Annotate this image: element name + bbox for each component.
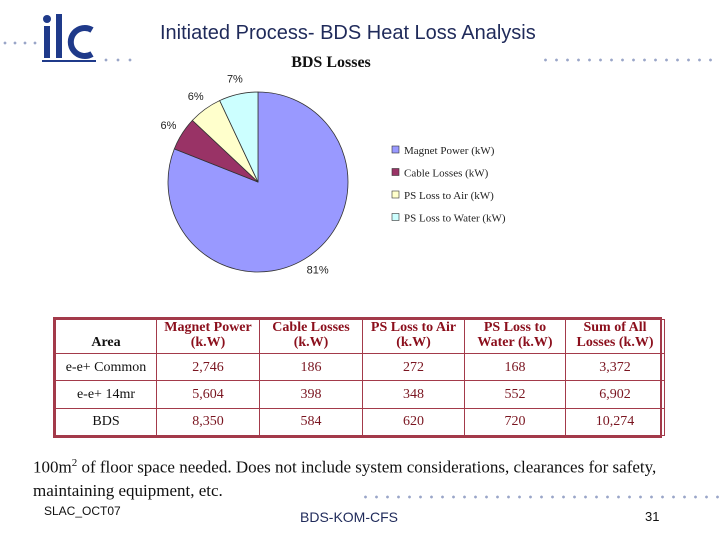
table-cell: 5,604 — [156, 380, 260, 409]
table-cell: 398 — [259, 380, 363, 409]
table-header-cable: Cable Losses (k.W) — [259, 319, 363, 354]
legend-label-water: PS Loss to Water (kW) — [404, 213, 506, 225]
legend-swatch-cable — [391, 168, 400, 176]
floor-space-note: 100m2 of floor space needed. Does not in… — [33, 452, 693, 502]
table-cell: 8,350 — [156, 407, 260, 437]
pie-slice-water — [219, 91, 259, 183]
note-text: of floor space needed. Does not include … — [33, 457, 657, 500]
table-cell: 552 — [464, 380, 566, 409]
table-cell: 348 — [362, 380, 465, 409]
table-header-row: Area Magnet Power (k.W) Cable Losses (k.… — [55, 319, 665, 354]
decorative-dots-bottom — [360, 495, 720, 499]
table-header-air: PS Loss to Air (k.W) — [362, 319, 465, 354]
table-row: e-e+ 14mr 5,604 398 348 552 6,902 — [55, 380, 665, 409]
table-cell: 620 — [362, 407, 465, 437]
legend-swatch-magnet — [391, 145, 400, 154]
table-cell: 168 — [464, 352, 566, 382]
decorative-dots-left — [0, 41, 40, 45]
table-cell: 3,372 — [565, 352, 665, 382]
pie-label-water: 7% — [227, 74, 243, 86]
table-cell: BDS — [55, 407, 157, 437]
table-cell: 186 — [259, 352, 363, 382]
table-cell: 6,902 — [565, 380, 665, 409]
ilc-logo — [42, 14, 96, 62]
table-cell: 720 — [464, 407, 566, 437]
table-row: e-e+ Common 2,746 186 272 168 3,372 — [55, 352, 665, 382]
page-number: 31 — [645, 509, 660, 524]
table-cell: 584 — [259, 407, 363, 437]
table-cell: e-e+ Common — [55, 352, 157, 382]
table-header-sum: Sum of All Losses (k.W) — [565, 319, 665, 354]
chart-title: BDS Losses — [291, 54, 371, 71]
losses-table-container: Area Magnet Power (k.W) Cable Losses (k.… — [53, 317, 665, 438]
pie-label-magnet: 81% — [307, 265, 329, 277]
decorative-dots-mid — [100, 58, 140, 62]
pie-chart: BDS Losses 81% 6% 6% 7% Magnet Power (kW) Ca… — [161, 54, 506, 277]
table-header-water: PS Loss to Water (k.W) — [464, 319, 566, 354]
pie-label-air: 6% — [188, 91, 204, 103]
legend-swatch-air — [391, 190, 400, 199]
table-header-area: Area — [55, 319, 157, 354]
losses-table: Area Magnet Power (k.W) Cable Losses (k.… — [55, 319, 665, 437]
table-row: BDS 8,350 584 620 720 10,274 — [55, 407, 665, 437]
table-cell: 2,746 — [156, 352, 260, 382]
slide-title: Initiated Process- BDS Heat Loss Analysi… — [160, 22, 536, 44]
note-superscript: 2 — [71, 457, 78, 469]
pie-label-cable: 6% — [161, 120, 177, 132]
note-prefix: 100m — [33, 457, 72, 477]
table-cell: 10,274 — [565, 407, 665, 437]
legend-label-magnet: Magnet Power (kW) — [404, 145, 495, 157]
footer-left-label: SLAC_OCT07 — [44, 504, 121, 518]
table-cell: e-e+ 14mr — [55, 380, 157, 409]
decorative-dots-right — [540, 58, 720, 62]
table-cell: 272 — [362, 352, 465, 382]
table-header-magnet: Magnet Power (k.W) — [156, 319, 260, 354]
footer-center-label: BDS-KOM-CFS — [300, 509, 398, 525]
legend-label-cable: Cable Losses (kW) — [404, 168, 489, 180]
legend-swatch-water — [391, 213, 400, 221]
legend-label-air: PS Loss to Air (kW) — [404, 190, 494, 202]
